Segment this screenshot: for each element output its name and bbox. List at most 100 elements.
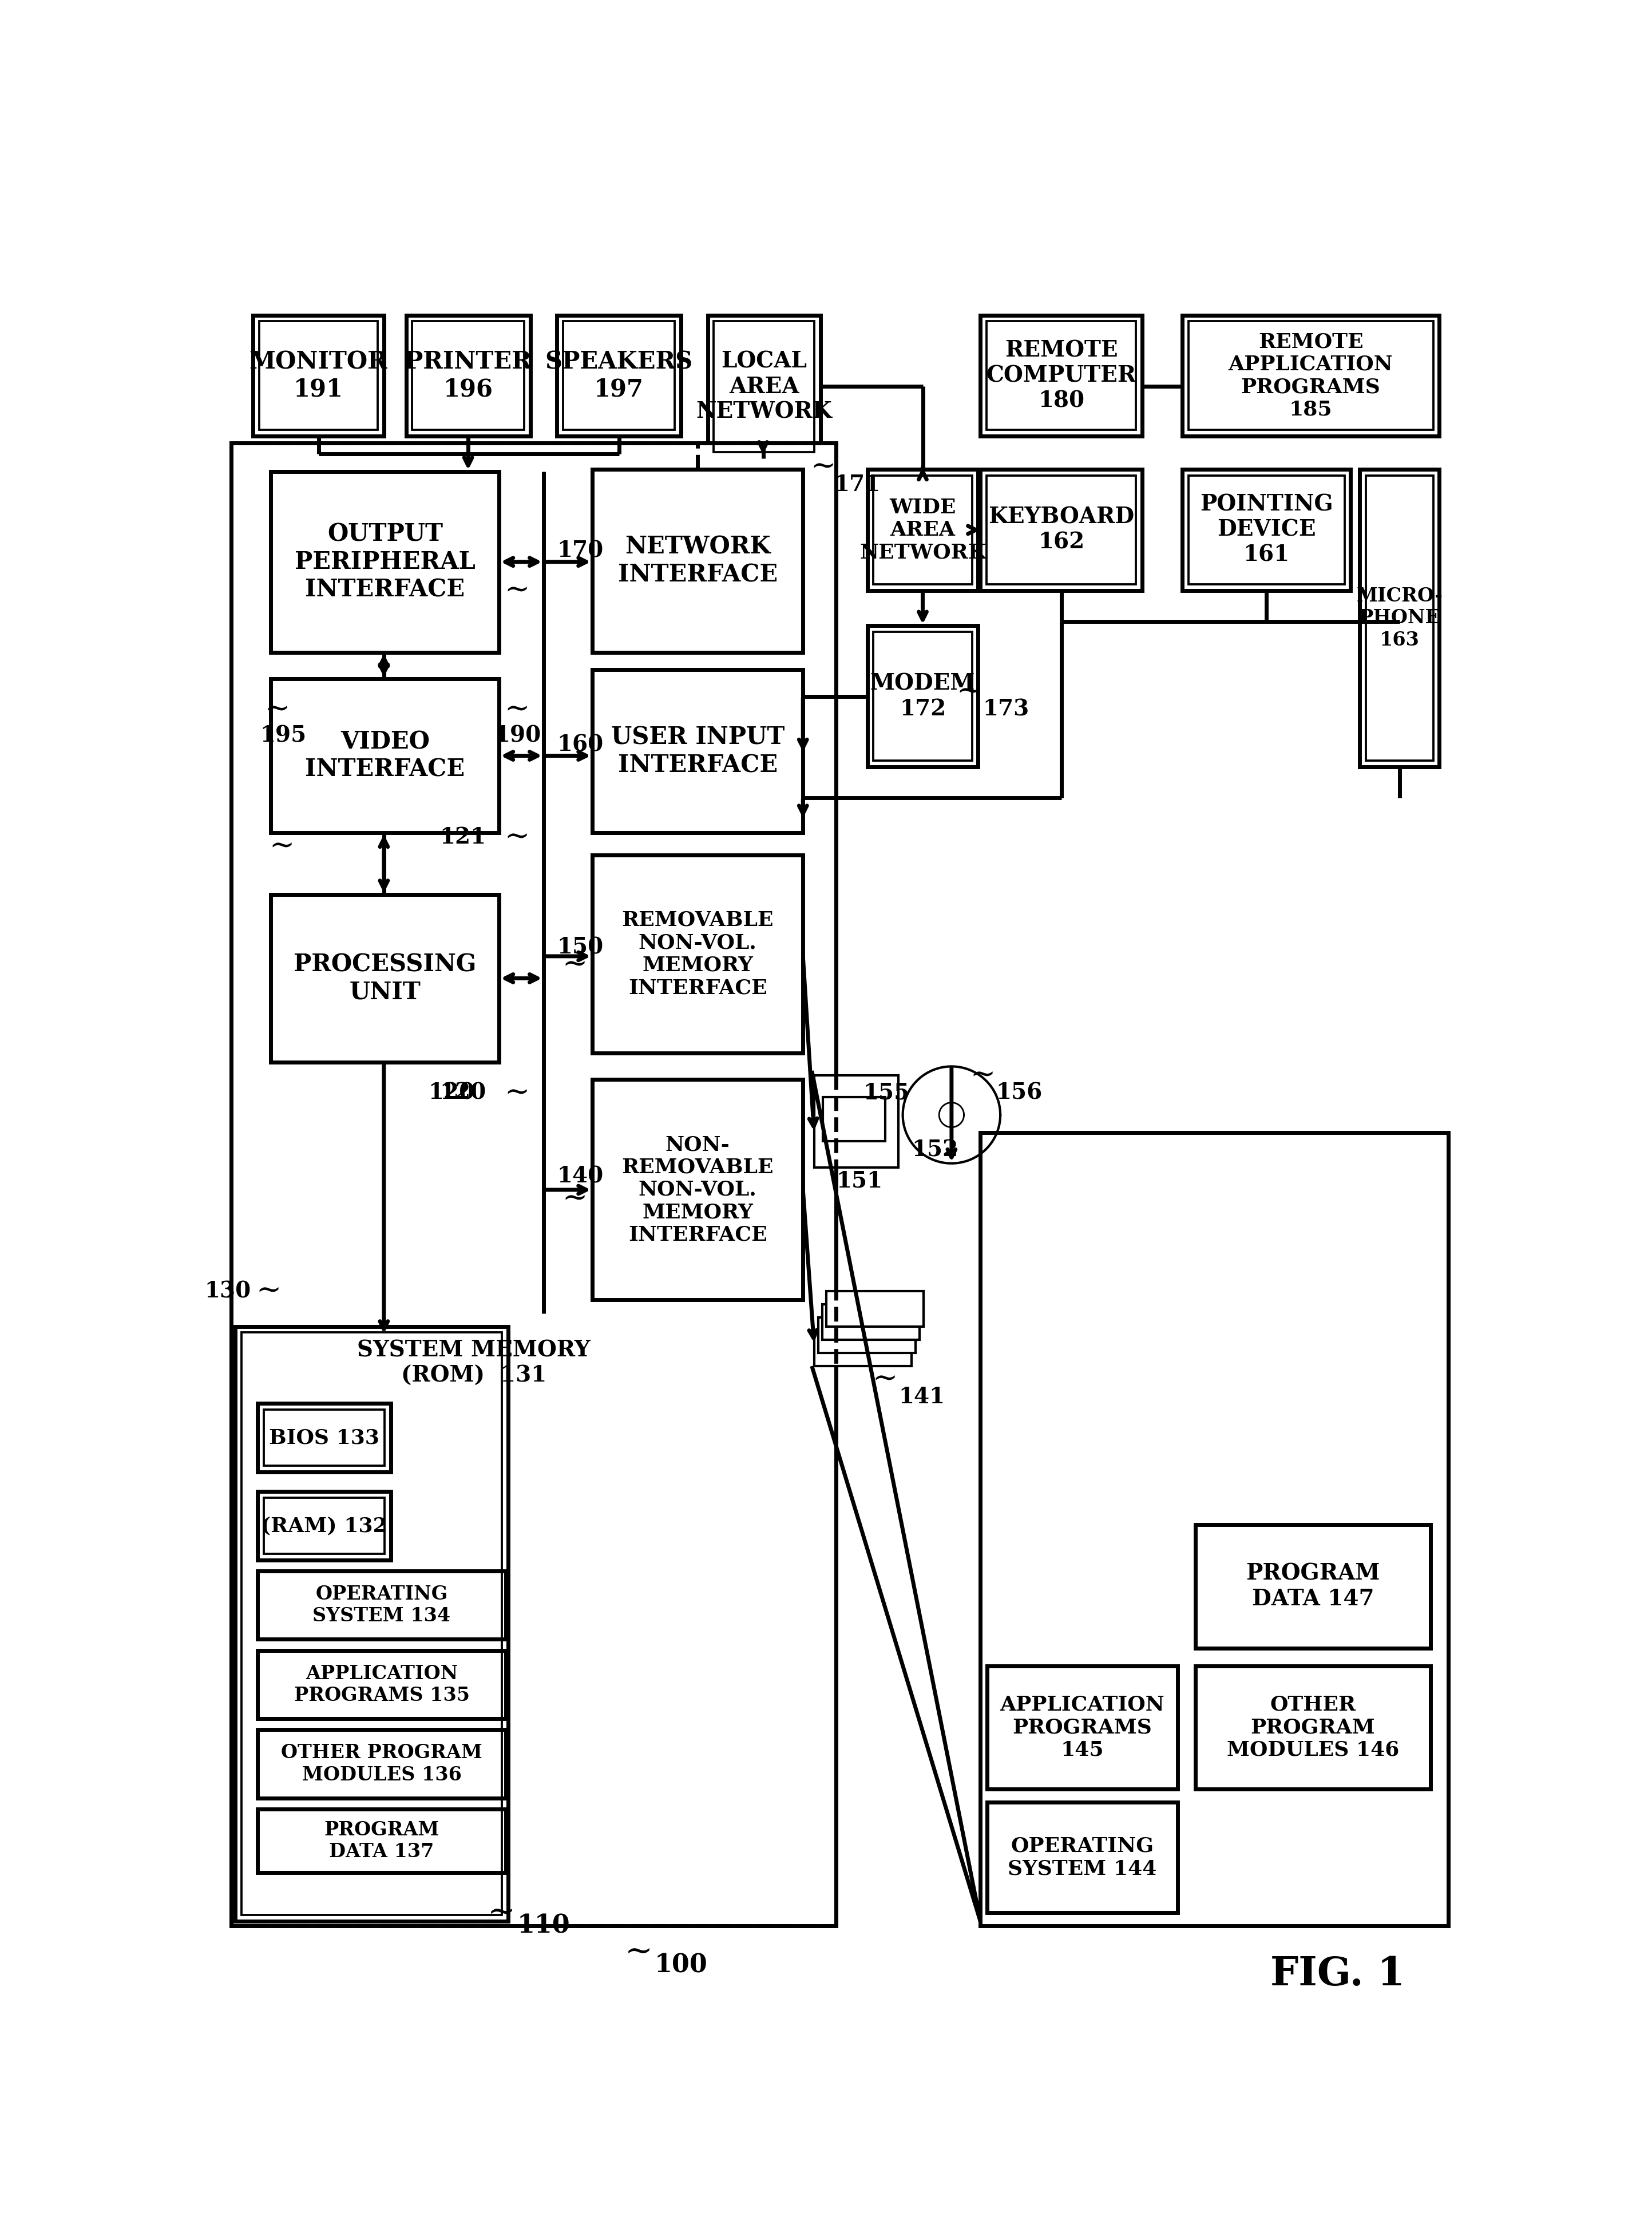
Bar <box>823 1098 885 1142</box>
Bar <box>1183 316 1439 437</box>
Bar <box>593 470 803 652</box>
Text: ∼: ∼ <box>269 831 294 860</box>
Text: 156: 156 <box>996 1082 1042 1104</box>
Bar <box>271 470 499 652</box>
Text: OTHER
PROGRAM
MODULES 146: OTHER PROGRAM MODULES 146 <box>1227 1696 1399 1761</box>
Bar <box>867 625 978 766</box>
Text: OPERATING
SYSTEM 144: OPERATING SYSTEM 144 <box>1008 1837 1156 1879</box>
Bar <box>1196 1667 1431 1790</box>
Bar <box>258 1651 506 1718</box>
Text: PROGRAM
DATA 147: PROGRAM DATA 147 <box>1246 1564 1379 1611</box>
Text: ∼: ∼ <box>264 694 291 724</box>
Text: 195: 195 <box>259 726 306 746</box>
Bar <box>593 670 803 833</box>
Text: ∼: ∼ <box>504 576 530 605</box>
Text: REMOTE
APPLICATION
PROGRAMS
185: REMOTE APPLICATION PROGRAMS 185 <box>1229 332 1393 419</box>
Text: 173: 173 <box>983 699 1029 721</box>
Bar <box>986 1667 1178 1790</box>
Bar <box>258 1729 506 1799</box>
Bar <box>593 1080 803 1299</box>
Bar <box>253 316 383 437</box>
Bar <box>258 1810 506 1873</box>
Bar <box>593 856 803 1053</box>
Bar <box>241 1333 502 1915</box>
Text: 121: 121 <box>439 827 486 849</box>
Text: ∼: ∼ <box>504 822 530 851</box>
Text: BIOS 133: BIOS 133 <box>269 1427 380 1447</box>
Text: MICRO-
PHONE
163: MICRO- PHONE 163 <box>1356 587 1442 650</box>
Bar <box>264 1409 385 1465</box>
Text: 100: 100 <box>654 1953 707 1978</box>
Text: 141: 141 <box>899 1387 945 1407</box>
Text: ∼: ∼ <box>957 676 981 706</box>
Bar <box>264 1499 385 1555</box>
Text: ∼: ∼ <box>256 1277 281 1306</box>
Text: PROCESSING
UNIT: PROCESSING UNIT <box>294 952 476 1004</box>
Bar <box>980 470 1142 591</box>
Bar <box>980 1133 1449 1926</box>
Bar <box>1183 470 1351 591</box>
Text: 151: 151 <box>836 1169 882 1192</box>
Bar <box>235 1326 509 1922</box>
Text: USER INPUT
INTERFACE: USER INPUT INTERFACE <box>611 726 785 777</box>
Text: OPERATING
SYSTEM 134: OPERATING SYSTEM 134 <box>312 1584 451 1626</box>
Bar <box>814 1331 912 1366</box>
Bar <box>986 475 1137 585</box>
Text: MODEM
172: MODEM 172 <box>871 672 975 719</box>
Text: OTHER PROGRAM
MODULES 136: OTHER PROGRAM MODULES 136 <box>281 1743 482 1785</box>
Bar <box>258 1570 506 1640</box>
Text: MONITOR
191: MONITOR 191 <box>249 349 388 401</box>
Bar <box>563 320 674 430</box>
Bar <box>874 475 971 585</box>
Text: ∼: ∼ <box>624 1935 653 1969</box>
Text: 152: 152 <box>912 1140 958 1160</box>
Text: 171: 171 <box>834 475 881 495</box>
Text: 130: 130 <box>205 1281 251 1301</box>
Text: OUTPUT
PERIPHERAL
INTERFACE: OUTPUT PERIPHERAL INTERFACE <box>294 522 476 603</box>
Bar <box>271 679 499 833</box>
Text: 140: 140 <box>557 1165 603 1187</box>
Bar <box>1360 470 1439 766</box>
Text: ∼: ∼ <box>562 1185 586 1214</box>
Text: ∼: ∼ <box>970 1062 995 1091</box>
Bar <box>1188 320 1434 430</box>
Bar <box>413 320 524 430</box>
Text: REMOTE
COMPUTER
180: REMOTE COMPUTER 180 <box>986 340 1137 412</box>
Text: FIG. 1: FIG. 1 <box>1270 1956 1404 1994</box>
Text: VIDEO
INTERFACE: VIDEO INTERFACE <box>306 730 464 782</box>
Bar <box>986 1803 1178 1913</box>
Text: ∼: ∼ <box>504 1077 530 1107</box>
Bar <box>823 1304 920 1340</box>
Bar <box>1188 475 1345 585</box>
Text: SYSTEM MEMORY
(ROM)  131: SYSTEM MEMORY (ROM) 131 <box>357 1340 590 1387</box>
Bar <box>231 444 836 1926</box>
Text: (RAM) 132: (RAM) 132 <box>261 1516 387 1537</box>
Bar <box>231 444 836 1926</box>
Text: PROGRAM
DATA 137: PROGRAM DATA 137 <box>324 1821 439 1861</box>
Text: REMOVABLE
NON-VOL.
MEMORY
INTERFACE: REMOVABLE NON-VOL. MEMORY INTERFACE <box>621 909 773 997</box>
Bar <box>259 320 378 430</box>
Bar <box>258 1492 390 1559</box>
Text: ∼: ∼ <box>504 694 530 724</box>
Bar <box>814 1075 899 1167</box>
Bar <box>258 1404 390 1472</box>
Text: 170: 170 <box>557 540 603 562</box>
Bar <box>231 444 836 1926</box>
Bar <box>986 320 1137 430</box>
Text: 155: 155 <box>862 1082 909 1104</box>
Bar <box>406 316 530 437</box>
Bar <box>826 1290 923 1326</box>
Text: 150: 150 <box>557 936 603 959</box>
Text: 120: 120 <box>439 1082 486 1104</box>
Text: ∼: ∼ <box>809 452 836 482</box>
Bar <box>707 316 821 459</box>
Text: LOCAL
AREA
NETWORK: LOCAL AREA NETWORK <box>695 352 833 423</box>
Bar <box>818 1317 915 1353</box>
Text: WIDE
AREA
NETWORK: WIDE AREA NETWORK <box>859 497 986 562</box>
Bar <box>867 470 978 591</box>
Text: NON-
REMOVABLE
NON-VOL.
MEMORY
INTERFACE: NON- REMOVABLE NON-VOL. MEMORY INTERFACE <box>621 1136 773 1245</box>
Text: ∼: ∼ <box>872 1364 897 1393</box>
Bar <box>874 632 971 762</box>
Text: 160: 160 <box>557 735 603 755</box>
Text: PRINTER
196: PRINTER 196 <box>405 349 532 401</box>
